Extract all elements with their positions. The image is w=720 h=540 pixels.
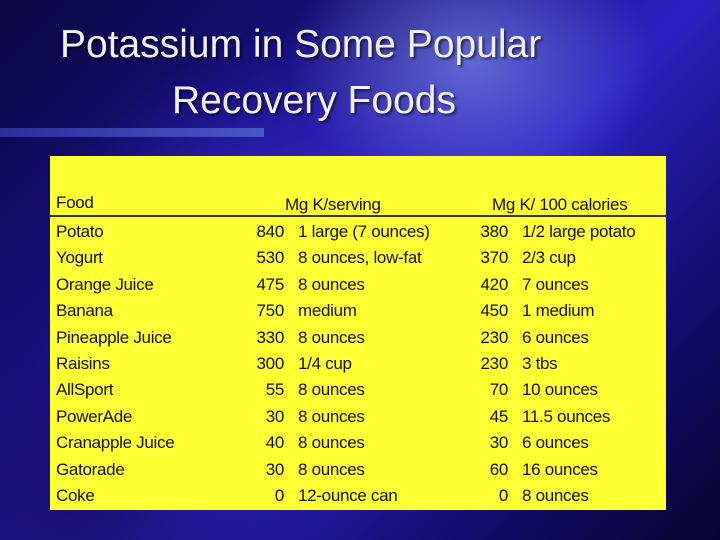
header-mg-per-serving: Mg K/serving xyxy=(285,195,381,214)
cell-mg-per-serving: 475 xyxy=(256,274,285,294)
cell-serving-size: 8 ounces xyxy=(298,274,365,294)
cell-food: Raisins xyxy=(56,354,110,373)
cell-100-cal-portion: 1/2 large potato xyxy=(522,222,636,241)
cell-serving-size: 8 ounces xyxy=(298,433,365,453)
cell-mg-per-100-cal: 45 xyxy=(489,406,509,426)
cell-food: Coke xyxy=(56,486,95,505)
cell-serving-size: 8 ounces xyxy=(298,327,365,347)
cell-mg-per-100-cal: 230 xyxy=(480,354,509,373)
cell-serving-size: 8 ounces xyxy=(298,406,365,426)
cell-mg-per-100-cal: 30 xyxy=(489,433,509,453)
cell-mg-per-serving: 0 xyxy=(274,486,284,505)
cell-serving-size: 8 ounces xyxy=(298,459,365,479)
cell-food: Orange Juice xyxy=(56,274,154,294)
header-mg-per-100-calories: Mg K/ 100 calories xyxy=(492,195,628,214)
header-food: Food xyxy=(56,193,94,212)
cell-mg-per-serving: 40 xyxy=(265,433,285,453)
cell-serving-size: 8 ounces, low-fat xyxy=(298,248,422,268)
cell-mg-per-serving: 55 xyxy=(265,380,285,400)
cell-100-cal-portion: 10 ounces xyxy=(522,380,598,400)
cell-mg-per-100-cal: 370 xyxy=(480,248,509,268)
cell-food: PowerAde xyxy=(56,406,133,426)
cell-100-cal-portion: 6 ounces xyxy=(522,433,589,453)
cell-100-cal-portion: 6 ounces xyxy=(522,327,589,347)
cell-mg-per-100-cal: 70 xyxy=(489,380,509,400)
cell-serving-size: 8 ounces xyxy=(298,380,365,400)
cell-100-cal-portion: 2/3 cup xyxy=(522,248,576,268)
cell-food: Banana xyxy=(56,301,113,321)
cell-mg-per-100-cal: 420 xyxy=(480,274,509,294)
cell-food: Cranapple Juice xyxy=(56,433,175,453)
title-underline-bar xyxy=(0,128,264,137)
cell-mg-per-serving: 330 xyxy=(256,327,285,347)
cell-mg-per-serving: 30 xyxy=(265,459,285,479)
cell-mg-per-100-cal: 380 xyxy=(480,222,509,241)
cell-mg-per-100-cal: 0 xyxy=(498,486,508,505)
potassium-table: Food Mg K/serving Mg K/ 100 calories Pot… xyxy=(50,156,666,510)
cell-100-cal-portion: 11.5 ounces xyxy=(522,406,611,426)
cell-food: AllSport xyxy=(56,380,114,400)
cell-100-cal-portion: 3 tbs xyxy=(522,354,558,373)
cell-mg-per-100-cal: 60 xyxy=(489,459,509,479)
cell-mg-per-serving: 30 xyxy=(265,406,285,426)
cell-food: Gatorade xyxy=(56,459,125,479)
cell-100-cal-portion: 1 medium xyxy=(522,301,595,321)
cell-mg-per-serving: 530 xyxy=(256,248,285,268)
cell-food: Potato xyxy=(56,222,104,241)
cell-food: Pineapple Juice xyxy=(56,327,172,347)
cell-mg-per-serving: 750 xyxy=(256,301,285,321)
header-divider xyxy=(50,215,666,217)
cell-mg-per-serving: 300 xyxy=(256,354,285,373)
cell-serving-size: 1 large (7 ounces) xyxy=(298,222,430,241)
cell-100-cal-portion: 16 ounces xyxy=(522,459,598,479)
slide-title-line-1: Potassium in Some Popular xyxy=(60,23,542,66)
cell-food: Yogurt xyxy=(56,248,103,268)
cell-serving-size: medium xyxy=(298,301,357,321)
cell-mg-per-100-cal: 450 xyxy=(480,301,509,321)
cell-serving-size: 12-ounce can xyxy=(298,486,398,505)
cell-100-cal-portion: 8 ounces xyxy=(522,486,589,505)
cell-serving-size: 1/4 cup xyxy=(298,354,352,373)
cell-100-cal-portion: 7 ounces xyxy=(522,274,589,294)
slide-title-line-2: Recovery Foods xyxy=(172,79,456,122)
cell-mg-per-100-cal: 230 xyxy=(480,327,509,347)
cell-mg-per-serving: 840 xyxy=(256,222,285,241)
